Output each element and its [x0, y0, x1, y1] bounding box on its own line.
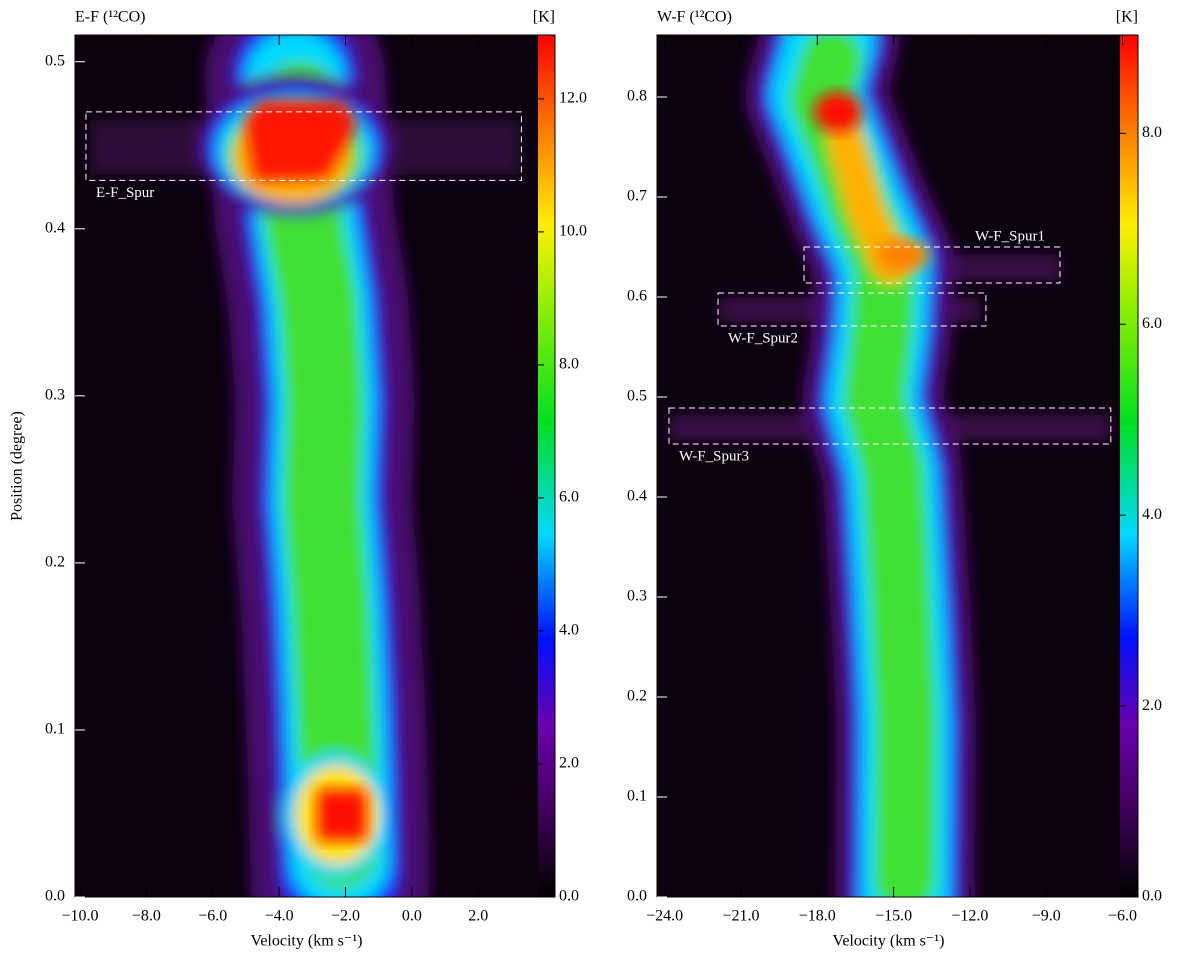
y-tick-label: 0.3 — [627, 588, 647, 605]
spur-box — [668, 407, 1112, 445]
x-tick-label: −4.0 — [265, 908, 294, 925]
colorbar-tick-label: 4.0 — [559, 622, 579, 639]
colorbar-tick-label: 4.0 — [1142, 506, 1162, 523]
y-tick-label: 0.1 — [627, 788, 647, 805]
y-tick-label: 0.7 — [627, 188, 647, 205]
y-tick-label: 0.1 — [45, 721, 65, 738]
spur-label: W-F_Spur1 — [975, 228, 1045, 244]
colorbar-label: [K] — [533, 9, 555, 26]
x-tick-label: 0.0 — [402, 908, 422, 925]
colorbar — [538, 35, 555, 897]
colorbar-tick-label: 0.0 — [1142, 888, 1162, 905]
x-tick-label: −18.0 — [799, 908, 836, 925]
colorbar-tick-label: 6.0 — [559, 489, 579, 506]
y-tick-label: 0.3 — [45, 387, 65, 404]
x-tick-label: −9.0 — [1032, 908, 1061, 925]
y-tick-label: 0.2 — [627, 688, 647, 705]
colorbar-tick-label: 0.0 — [559, 888, 579, 905]
y-axis-label: Position (degree) — [9, 411, 26, 521]
x-axis-label: Velocity (km s⁻¹) — [833, 933, 945, 950]
y-tick-label: 0.6 — [627, 288, 647, 305]
x-axis-label: Velocity (km s⁻¹) — [251, 933, 363, 950]
y-tick-label: 0.0 — [627, 888, 647, 905]
x-tick-label: −21.0 — [722, 908, 759, 925]
x-tick-label: −15.0 — [875, 908, 912, 925]
colorbar — [1120, 35, 1138, 897]
colorbar-tick-label: 8.0 — [559, 356, 579, 373]
y-tick-label: 0.8 — [627, 88, 647, 105]
colorbar-tick-label: 2.0 — [1142, 697, 1162, 714]
x-tick-label: −10.0 — [61, 908, 98, 925]
colorbar-tick-label: 2.0 — [559, 755, 579, 772]
spur-box — [717, 292, 987, 327]
y-tick-label: 0.4 — [45, 219, 65, 236]
y-tick-label: 0.5 — [627, 388, 647, 405]
colorbar-tick-label: 12.0 — [559, 90, 587, 107]
emission-left — [75, 35, 538, 897]
x-tick-label: −2.0 — [331, 908, 360, 925]
x-tick-label: −24.0 — [646, 908, 683, 925]
spur-label: W-F_Spur3 — [679, 448, 749, 464]
panel-title: E-F (¹²CO) — [75, 9, 145, 26]
x-tick-label: −6.0 — [198, 908, 227, 925]
spur-label: E-F_Spur — [96, 185, 154, 201]
y-tick-label: 0.4 — [627, 488, 647, 505]
colorbar-tick-label: 10.0 — [559, 223, 587, 240]
y-tick-label: 0.0 — [45, 888, 65, 905]
frame — [656, 34, 1139, 898]
y-tick-label: 0.2 — [45, 554, 65, 571]
x-tick-label: −12.0 — [951, 908, 988, 925]
x-tick-label: 2.0 — [468, 908, 488, 925]
colorbar-tick-label: 8.0 — [1142, 124, 1162, 141]
panel-title: W-F (¹²CO) — [657, 9, 732, 26]
colorbar-tick-label: 6.0 — [1142, 315, 1162, 332]
spur-box — [85, 111, 522, 181]
spur-label: W-F_Spur2 — [728, 330, 798, 346]
x-tick-label: −6.0 — [1108, 908, 1137, 925]
spur-box — [803, 246, 1061, 284]
frame — [74, 34, 556, 898]
colorbar-label: [K] — [1116, 9, 1138, 26]
y-tick-label: 0.5 — [45, 52, 65, 69]
x-tick-label: −8.0 — [132, 908, 161, 925]
emission-right — [657, 35, 1120, 897]
